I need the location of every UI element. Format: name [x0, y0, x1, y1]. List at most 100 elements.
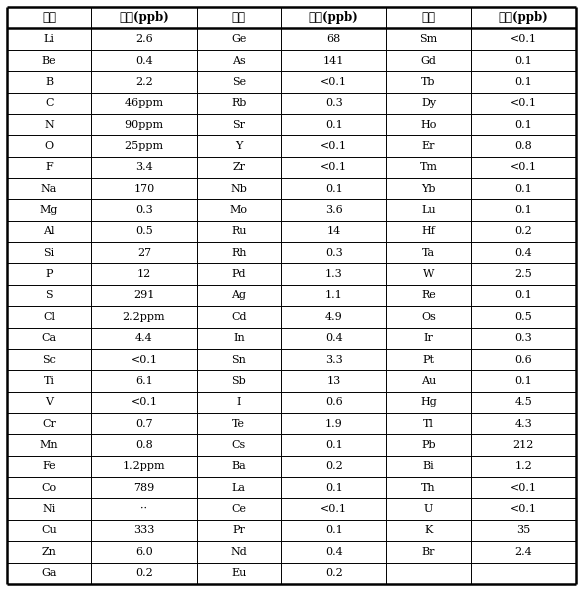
Text: 3.4: 3.4: [135, 163, 153, 173]
Text: V: V: [45, 397, 53, 407]
Text: Cd: Cd: [231, 312, 247, 322]
Text: Ho: Ho: [420, 119, 437, 129]
Text: I: I: [237, 397, 241, 407]
Text: <0.1: <0.1: [320, 504, 347, 514]
Text: ··: ··: [141, 504, 147, 514]
Text: 2.2ppm: 2.2ppm: [122, 312, 166, 322]
Text: 1.9: 1.9: [325, 418, 343, 428]
Text: La: La: [232, 483, 246, 493]
Text: Na: Na: [41, 184, 57, 194]
Text: Th: Th: [421, 483, 436, 493]
Text: 元素: 元素: [422, 11, 436, 24]
Text: 90ppm: 90ppm: [124, 119, 164, 129]
Text: 0.1: 0.1: [514, 291, 532, 300]
Text: Tl: Tl: [423, 418, 434, 428]
Text: 170: 170: [134, 184, 154, 194]
Text: Ba: Ba: [231, 462, 246, 472]
Text: 0.3: 0.3: [514, 333, 532, 343]
Text: 141: 141: [323, 56, 345, 66]
Text: Ru: Ru: [231, 226, 247, 236]
Text: W: W: [423, 269, 434, 279]
Text: 291: 291: [134, 291, 154, 300]
Text: 0.2: 0.2: [514, 226, 532, 236]
Text: 2.4: 2.4: [514, 547, 532, 557]
Text: Cu: Cu: [41, 525, 57, 535]
Text: 0.1: 0.1: [514, 56, 532, 66]
Text: Co: Co: [41, 483, 57, 493]
Text: Sn: Sn: [231, 355, 246, 365]
Text: Zn: Zn: [42, 547, 57, 557]
Text: Pb: Pb: [421, 440, 436, 450]
Text: Hg: Hg: [420, 397, 437, 407]
Text: 0.4: 0.4: [325, 333, 343, 343]
Text: 0.1: 0.1: [514, 119, 532, 129]
Text: 0.1: 0.1: [325, 483, 343, 493]
Text: Ge: Ge: [231, 34, 247, 44]
Text: Ag: Ag: [231, 291, 246, 300]
Text: Ir: Ir: [423, 333, 433, 343]
Text: <0.1: <0.1: [131, 355, 157, 365]
Text: 0.1: 0.1: [514, 205, 532, 215]
Text: 13: 13: [326, 376, 341, 386]
Text: Si: Si: [44, 248, 55, 258]
Text: <0.1: <0.1: [510, 163, 537, 173]
Text: 1.3: 1.3: [325, 269, 343, 279]
Text: 2.2: 2.2: [135, 77, 153, 87]
Text: Pr: Pr: [233, 525, 245, 535]
Text: B: B: [45, 77, 53, 87]
Text: 元素: 元素: [42, 11, 56, 24]
Text: 212: 212: [512, 440, 534, 450]
Text: 0.5: 0.5: [514, 312, 532, 322]
Text: 12: 12: [137, 269, 151, 279]
Text: 0.1: 0.1: [514, 184, 532, 194]
Text: Rb: Rb: [231, 98, 247, 108]
Text: Cs: Cs: [231, 440, 246, 450]
Text: Er: Er: [422, 141, 436, 151]
Text: 4.3: 4.3: [514, 418, 532, 428]
Text: Br: Br: [422, 547, 436, 557]
Text: 68: 68: [326, 34, 341, 44]
Text: 含量(ppb): 含量(ppb): [498, 11, 548, 24]
Text: 0.1: 0.1: [325, 184, 343, 194]
Text: 4.9: 4.9: [325, 312, 343, 322]
Text: Re: Re: [421, 291, 436, 300]
Text: Tb: Tb: [422, 77, 436, 87]
Text: Dy: Dy: [421, 98, 436, 108]
Text: Yb: Yb: [422, 184, 436, 194]
Text: Ni: Ni: [43, 504, 56, 514]
Text: Mg: Mg: [40, 205, 58, 215]
Text: 0.1: 0.1: [514, 77, 532, 87]
Text: Be: Be: [42, 56, 57, 66]
Text: 14: 14: [326, 226, 341, 236]
Text: Al: Al: [43, 226, 55, 236]
Text: <0.1: <0.1: [510, 98, 537, 108]
Text: 含量(ppb): 含量(ppb): [119, 11, 169, 24]
Text: <0.1: <0.1: [131, 397, 157, 407]
Text: 35: 35: [516, 525, 531, 535]
Text: U: U: [424, 504, 433, 514]
Text: Gd: Gd: [420, 56, 437, 66]
Text: 3.3: 3.3: [325, 355, 343, 365]
Text: Nd: Nd: [230, 547, 247, 557]
Text: Sb: Sb: [231, 376, 246, 386]
Text: 46ppm: 46ppm: [124, 98, 164, 108]
Text: 1.1: 1.1: [325, 291, 343, 300]
Text: 0.6: 0.6: [514, 355, 532, 365]
Text: P: P: [45, 269, 53, 279]
Text: 0.4: 0.4: [514, 248, 532, 258]
Text: 0.1: 0.1: [325, 119, 343, 129]
Text: 含量(ppb): 含量(ppb): [309, 11, 359, 24]
Text: In: In: [233, 333, 245, 343]
Text: Nb: Nb: [230, 184, 247, 194]
Text: 0.3: 0.3: [325, 248, 343, 258]
Text: 0.3: 0.3: [135, 205, 153, 215]
Text: Tm: Tm: [420, 163, 437, 173]
Text: 元素: 元素: [232, 11, 246, 24]
Text: 27: 27: [137, 248, 151, 258]
Text: 4.4: 4.4: [135, 333, 153, 343]
Text: <0.1: <0.1: [510, 483, 537, 493]
Text: Sm: Sm: [419, 34, 438, 44]
Text: Rh: Rh: [231, 248, 247, 258]
Text: <0.1: <0.1: [320, 141, 347, 151]
Text: As: As: [232, 56, 245, 66]
